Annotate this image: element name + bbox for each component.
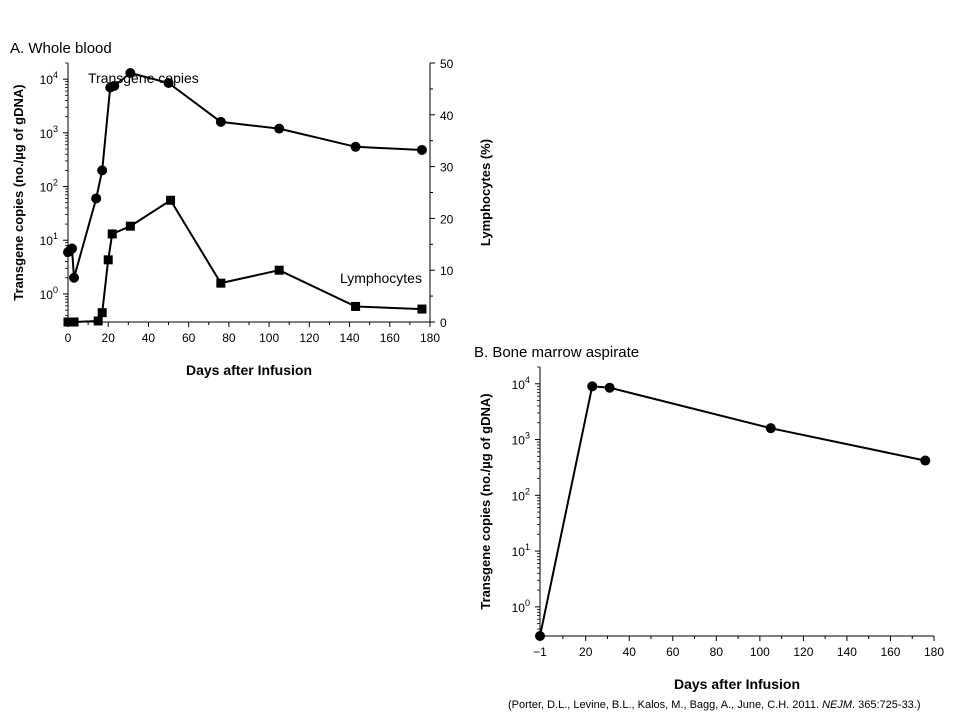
citation: (Porter, D.L., Levine, B.L., Kalos, M., … [508,699,953,711]
data-point [587,381,598,392]
x-tick-label: 180 [420,331,440,345]
x-tick-label: 160 [380,331,400,345]
data-point [97,165,108,176]
y-tick-label: 102 [40,178,58,195]
x-tick-label: 20 [102,331,116,345]
data-point [69,272,80,283]
x-tick-label: 120 [299,331,319,345]
y2-tick-label: 10 [440,264,454,278]
x-tick-label: 40 [142,331,156,345]
x-tick-label: 80 [222,331,236,345]
data-point [604,382,615,393]
data-point [216,278,226,288]
data-point [215,116,226,127]
series-label: Transgene copies [88,70,199,86]
data-point [765,423,776,434]
citation-journal: NEJM [822,699,853,711]
data-point [91,193,102,204]
x-axis-label: Days after Infusion [186,362,312,378]
citation-text: (Porter, D.L., Levine, B.L., Kalos, M., … [508,699,823,711]
y-tick-label: 102 [512,486,530,503]
data-point [103,255,113,265]
data-point [125,221,135,231]
x-tick-label: 140 [340,331,360,345]
y-axis-label: Transgene copies (no./µg of gDNA) [11,84,26,300]
y2-tick-label: 20 [440,212,454,226]
x-axis-label: Days after Infusion [674,676,800,692]
series-line [68,198,423,323]
data-point [109,80,120,91]
data-point [920,455,931,466]
x-tick-label: 100 [750,645,770,659]
data-point [93,316,103,326]
y-axis-label: Transgene copies (no./µg of gDNA) [478,393,493,609]
y2-tick-label: 40 [440,109,454,123]
y-tick-label: 100 [512,598,530,615]
y-tick-label: 103 [512,431,530,448]
y2-axis-label: Lymphocytes (%) [478,139,493,246]
data-point [69,317,79,327]
y-tick-label: 101 [40,231,58,248]
y-tick-label: 104 [40,70,58,87]
x-tick-label: 140 [837,645,857,659]
x-tick-label: 100 [259,331,279,345]
x-tick-label: 0 [65,331,72,345]
data-point [67,243,78,254]
data-point [166,195,176,205]
series-label: Lymphocytes [340,270,422,286]
x-tick-label: 20 [579,645,593,659]
data-point [107,229,117,239]
series-line [67,71,423,279]
x-tick-label: 80 [710,645,724,659]
y-tick-label: 104 [512,375,530,392]
x-tick-label: 60 [182,331,196,345]
x-tick-label: 120 [793,645,813,659]
citation-end: . 365:725-33.) [852,699,921,711]
data-point [417,304,427,314]
panel-title: A. Whole blood [10,40,112,57]
y2-tick-label: 0 [440,316,447,330]
x-tick-label: 40 [623,645,637,659]
panel-title: B. Bone marrow aspirate [474,344,639,361]
x-tick-label: 60 [666,645,680,659]
y-tick-label: 100 [40,285,58,302]
y2-tick-label: 30 [440,161,454,175]
data-point [63,317,73,327]
x-tick-label: 160 [880,645,900,659]
data-point [97,308,107,318]
x-tick-label: 180 [924,645,944,659]
data-point [163,77,174,88]
y-tick-label: 103 [40,124,58,141]
data-point [351,301,361,311]
y-tick-label: 101 [512,542,530,559]
data-point [274,265,284,275]
y2-tick-label: 50 [440,57,454,71]
data-point [350,141,361,152]
x-tick-label: −1 [533,645,547,659]
data-point [125,68,136,79]
series-line [539,385,926,637]
data-point [416,144,427,155]
data-point [535,631,545,641]
panel-b: B. Bone marrow aspirate −1 20 40 60 80 100 120 1… [474,344,944,692]
data-point [274,123,285,134]
